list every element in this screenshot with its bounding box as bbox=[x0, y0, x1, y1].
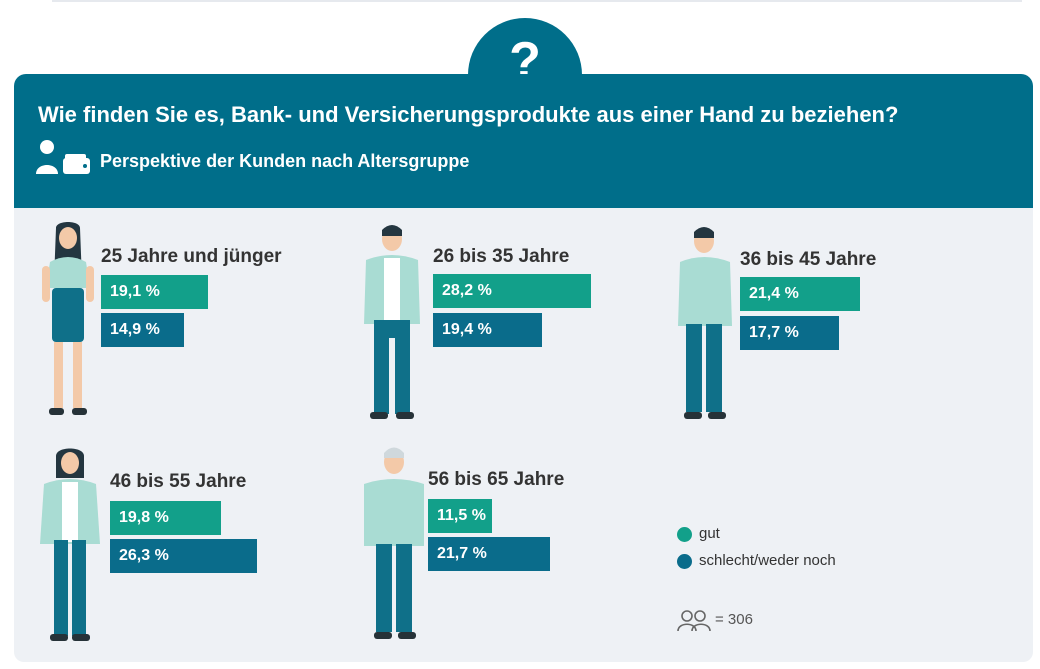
bar-schlecht: 19,4 % bbox=[433, 313, 542, 347]
legend-label-schlecht: schlecht/weder noch bbox=[699, 552, 836, 569]
group-label: 25 Jahre und jünger bbox=[101, 246, 282, 267]
elderly-man-figure-icon bbox=[364, 447, 424, 639]
bar-gut: 11,5 % bbox=[428, 499, 493, 533]
bar-schlecht: 14,9 % bbox=[101, 313, 185, 347]
top-divider bbox=[52, 0, 1022, 2]
man-figure-icon bbox=[364, 225, 420, 419]
bar-gut: 19,1 % bbox=[101, 275, 208, 309]
chart-subtitle: Perspektive der Kunden nach Altersgruppe bbox=[100, 151, 470, 171]
legend-label-gut: gut bbox=[699, 525, 720, 542]
group-label: 56 bis 65 Jahre bbox=[428, 469, 565, 490]
woman-figure-icon bbox=[42, 222, 94, 415]
header: Wie finden Sie es, Bank- und Versicherun… bbox=[14, 74, 1033, 210]
bar-gut: 19,8 % bbox=[110, 501, 221, 535]
man-figure-icon bbox=[678, 227, 732, 419]
customer-wallet-icon bbox=[36, 140, 90, 174]
bar-gut: 21,4 % bbox=[740, 277, 860, 311]
sample-size: = 306 bbox=[715, 611, 753, 628]
bar-schlecht: 21,7 % bbox=[428, 537, 550, 571]
chart-title: Wie finden Sie es, Bank- und Versicherun… bbox=[38, 102, 899, 127]
bar-gut: 28,2 % bbox=[433, 274, 591, 308]
woman-figure-icon bbox=[40, 448, 100, 641]
legend-dot-gut bbox=[677, 527, 692, 542]
group-label: 36 bis 45 Jahre bbox=[740, 249, 877, 270]
bar-schlecht: 17,7 % bbox=[740, 316, 840, 350]
people-group-icon bbox=[677, 610, 711, 632]
group-label: 26 bis 35 Jahre bbox=[433, 246, 570, 267]
legend-dot-schlecht bbox=[677, 554, 692, 569]
bar-schlecht: 26,3 % bbox=[110, 539, 258, 573]
group-label: 46 bis 55 Jahre bbox=[110, 471, 247, 492]
